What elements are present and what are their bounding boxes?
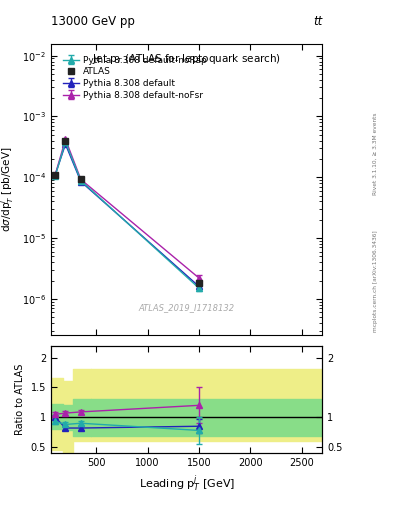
ATLAS [79, 176, 83, 182]
Line: ATLAS: ATLAS [52, 137, 202, 287]
Text: Jet p$_T$ (ATLAS for leptoquark search): Jet p$_T$ (ATLAS for leptoquark search) [92, 52, 281, 66]
ATLAS [53, 172, 57, 178]
Text: Rivet 3.1.10, ≥ 3.3M events: Rivet 3.1.10, ≥ 3.3M events [373, 112, 378, 195]
Text: mcplots.cern.ch [arXiv:1306.3436]: mcplots.cern.ch [arXiv:1306.3436] [373, 231, 378, 332]
X-axis label: Leading p$_T^j$ [GeV]: Leading p$_T^j$ [GeV] [139, 474, 235, 494]
Y-axis label: d$\sigma$/dp$_T^j$ [pb/GeV]: d$\sigma$/dp$_T^j$ [pb/GeV] [0, 147, 17, 232]
Text: tt: tt [313, 15, 322, 28]
Text: ATLAS_2019_I1718132: ATLAS_2019_I1718132 [139, 303, 235, 312]
ATLAS [63, 138, 68, 144]
Y-axis label: Ratio to ATLAS: Ratio to ATLAS [15, 364, 25, 435]
ATLAS [196, 280, 201, 286]
Legend: Pythia 8.308 default-noRap, ATLAS, Pythia 8.308 default, Pythia 8.308 default-no: Pythia 8.308 default-noRap, ATLAS, Pythi… [61, 54, 208, 101]
Text: 13000 GeV pp: 13000 GeV pp [51, 15, 135, 28]
